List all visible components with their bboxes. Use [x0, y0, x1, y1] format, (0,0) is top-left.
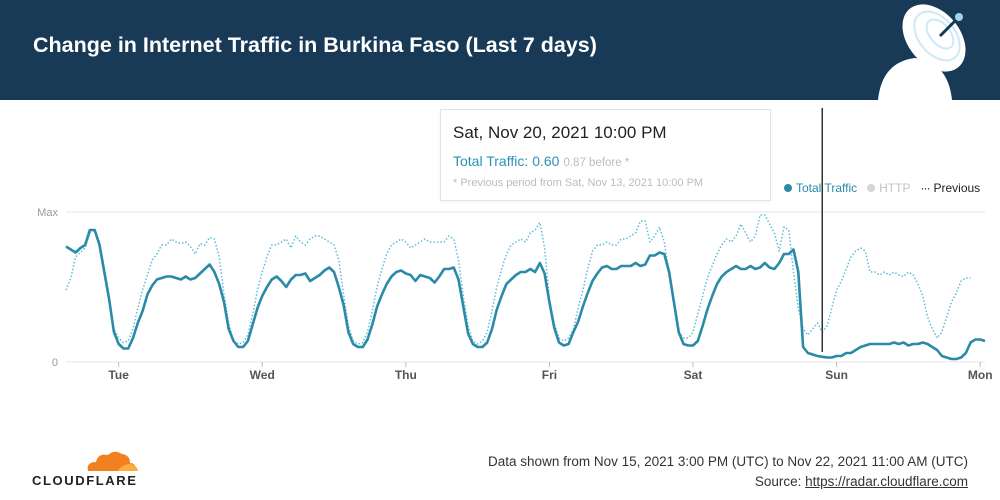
legend-previous[interactable]: Previous	[933, 180, 981, 195]
tooltip-row: Total Traffic: 0.60 0.87 before *	[453, 153, 629, 171]
legend-previous-symbol: ···	[920, 180, 930, 195]
page-title: Change in Internet Traffic in Burkina Fa…	[33, 33, 597, 57]
x-tick-label: Mon	[968, 368, 993, 382]
chart-legend: Total Traffic HTTP ··· Previous	[784, 180, 980, 195]
x-tick-label: Wed	[250, 368, 275, 382]
source-line: Source: https://radar.cloudflare.com	[755, 474, 968, 489]
legend-http-dot	[867, 183, 876, 192]
tooltip-note: * Previous period from Sat, Nov 13, 2021…	[453, 177, 704, 189]
x-tick-label: Fri	[542, 368, 557, 382]
cloudflare-logo: CLOUDFLARE	[32, 449, 142, 489]
chart-tooltip: Sat, Nov 20, 2021 10:00 PM Total Traffic…	[440, 109, 771, 201]
series-line-total-traffic	[65, 228, 986, 361]
legend-http[interactable]: HTTP	[879, 180, 911, 195]
satellite-dish-icon	[878, 4, 966, 100]
tooltip-date: Sat, Nov 20, 2021 10:00 PM	[453, 123, 667, 142]
x-tick-label: Sat	[684, 368, 703, 382]
x-tick-label: Sun	[825, 368, 848, 382]
source-link[interactable]: https://radar.cloudflare.com	[805, 474, 968, 489]
tooltip-previous: 0.87 before *	[563, 157, 630, 169]
series-line-previous	[65, 214, 971, 345]
source-label: Source:	[754, 474, 802, 489]
legend-total-dot	[784, 183, 792, 192]
data-range-text: Data shown from Nov 15, 2021 3:00 PM (UT…	[488, 454, 968, 469]
tooltip-label: Total Traffic:	[453, 153, 529, 169]
cloudflare-cloud-icon	[87, 451, 138, 471]
header-bar: Change in Internet Traffic in Burkina Fa…	[0, 0, 1000, 100]
legend-total-traffic[interactable]: Total Traffic	[796, 180, 858, 195]
y-tick-label: Max	[37, 207, 58, 219]
y-tick-label: 0	[52, 357, 58, 369]
traffic-chart: Max 0 Tue Wed Thu Fri Sat Sun Mon	[37, 108, 993, 382]
x-tick-label: Thu	[395, 368, 417, 382]
x-tick-label: Tue	[108, 368, 129, 382]
cloudflare-logo-text: CLOUDFLARE	[32, 473, 138, 488]
tooltip-value: 0.60	[532, 153, 560, 169]
